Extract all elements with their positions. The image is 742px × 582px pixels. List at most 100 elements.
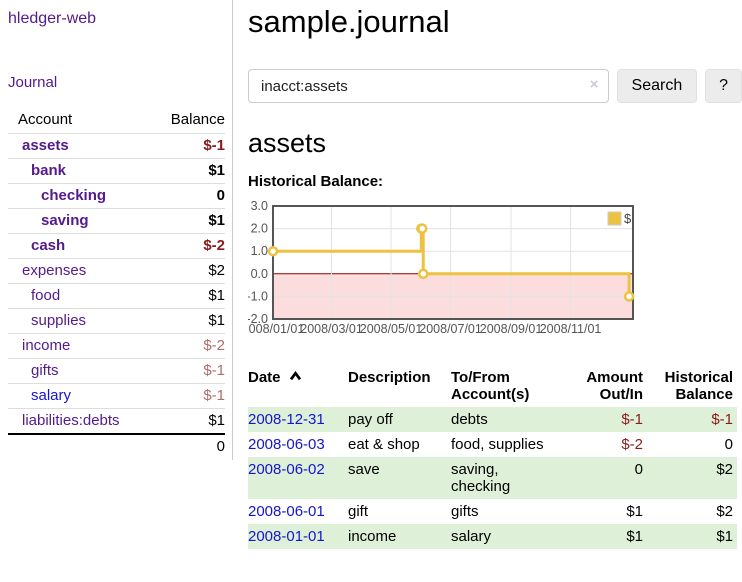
transaction-date-link[interactable]: 2008-06-02 xyxy=(248,461,325,478)
transaction-amount: $-1 xyxy=(621,411,643,428)
y-axis-tick-label: 3.0 xyxy=(251,199,268,213)
register-table: Date Description To/From Account(s) Amount O… xyxy=(248,365,737,549)
transaction-accounts: food, supplies xyxy=(451,436,544,453)
transaction-row: 2008-06-01 gift gifts $1 $2 xyxy=(248,499,737,524)
transaction-amount: $1 xyxy=(626,528,643,545)
accounts-header-account: Account xyxy=(18,111,73,128)
account-link[interactable]: gifts xyxy=(31,362,59,379)
accounts-total-row: 0 xyxy=(8,433,225,459)
x-axis-tick-label: 2008/05/01 xyxy=(360,322,423,336)
transaction-balance: $2 xyxy=(716,461,733,478)
y-axis-tick-label: 1.0 xyxy=(251,244,268,258)
account-link[interactable]: bank xyxy=(31,162,67,179)
account-balance: $1 xyxy=(154,158,225,184)
account-balance: $1 xyxy=(154,408,225,434)
accounts-header-balance: Balance xyxy=(170,111,225,128)
sort-ascending-icon xyxy=(289,370,301,381)
account-link[interactable]: income xyxy=(22,337,71,354)
transaction-accounts: salary xyxy=(451,528,492,545)
legend-swatch xyxy=(607,211,622,226)
transaction-date-link[interactable]: 2008-06-03 xyxy=(248,436,325,453)
nav-journal-link[interactable]: Journal xyxy=(8,74,58,91)
account-row: checking 0 xyxy=(8,183,225,209)
register-header-row: Date Description To/From Account(s) Amount O… xyxy=(248,365,737,407)
transaction-balance: 0 xyxy=(724,436,733,453)
account-link[interactable]: expenses xyxy=(22,262,87,279)
account-row: food $1 xyxy=(8,283,225,309)
y-axis-tick-label: -1.0 xyxy=(248,289,268,303)
transaction-date-link[interactable]: 2008-12-31 xyxy=(248,411,325,428)
transaction-amount: $1 xyxy=(626,503,643,520)
transaction-row: 2008-06-03 eat & shop food, supplies $-2 0 xyxy=(248,432,737,457)
account-row: expenses $2 xyxy=(8,258,225,284)
account-row: saving $1 xyxy=(8,208,225,234)
main-panel: sample.journal × Search ? assets Histori… xyxy=(233,0,742,549)
account-balance: $-2 xyxy=(154,233,225,259)
account-balance: $-1 xyxy=(154,383,225,409)
transaction-row: 2008-01-01 income salary $1 $1 xyxy=(248,524,737,549)
register-header-tofrom: To/From Account(s) xyxy=(451,369,530,403)
account-balance: $-2 xyxy=(154,333,225,359)
chart-label: Historical Balance: xyxy=(248,173,384,190)
transaction-amount: 0 xyxy=(634,461,643,478)
transaction-date-link[interactable]: 2008-06-01 xyxy=(248,503,325,520)
account-row: assets $-1 xyxy=(8,133,225,159)
search-input[interactable] xyxy=(248,69,609,103)
account-row: salary $-1 xyxy=(8,383,225,409)
account-link[interactable]: saving xyxy=(41,212,89,229)
account-link[interactable]: liabilities:debts xyxy=(22,412,120,429)
transaction-accounts: saving, checking xyxy=(451,461,511,495)
data-point-marker xyxy=(417,268,429,280)
account-row: bank $1 xyxy=(8,158,225,184)
register-header-description: Description xyxy=(348,369,431,386)
help-button[interactable]: ? xyxy=(705,69,742,103)
clear-search-icon[interactable]: × xyxy=(589,76,599,93)
transaction-accounts: gifts xyxy=(451,503,479,520)
data-point-marker xyxy=(623,291,635,302)
transaction-description: income xyxy=(348,528,397,545)
x-axis-tick-label: 2008/03/01 xyxy=(300,322,363,336)
account-link[interactable]: salary xyxy=(31,387,72,404)
account-row: income $-2 xyxy=(8,333,225,359)
account-row: supplies $1 xyxy=(8,308,225,334)
account-row: liabilities:debts $1 xyxy=(8,408,225,434)
account-balance: $2 xyxy=(154,258,225,284)
account-balance: $1 xyxy=(154,283,225,309)
transaction-description: gift xyxy=(348,503,369,520)
account-heading: assets xyxy=(248,128,327,158)
search-bar: × Search ? xyxy=(248,69,742,103)
sidebar: hledger-web Journal Account Balance asse… xyxy=(0,0,233,460)
account-balance: $1 xyxy=(154,308,225,334)
register-header-historical: Historical Balance xyxy=(664,369,733,403)
app-title-link[interactable]: hledger-web xyxy=(8,10,97,27)
account-row: cash $-2 xyxy=(8,233,225,259)
historical-balance-chart: 2008/01/012008/03/012008/05/012008/07/01… xyxy=(242,199,668,341)
transaction-balance: $-1 xyxy=(711,411,733,428)
transaction-accounts: debts xyxy=(451,411,488,428)
search-button[interactable]: Search xyxy=(616,69,698,103)
data-point-marker xyxy=(417,223,428,234)
legend-label: $ xyxy=(624,211,632,226)
account-link[interactable]: food xyxy=(31,287,61,304)
accounts-total-value: 0 xyxy=(154,433,225,459)
register-header-amount: Amount Out/In xyxy=(586,369,643,403)
account-balance: 0 xyxy=(154,183,225,209)
y-axis-tick-label: -2.0 xyxy=(248,312,268,326)
account-link[interactable]: checking xyxy=(41,187,107,204)
x-axis-tick-label: 2008/07/01 xyxy=(419,322,482,336)
y-axis-tick-label: 2.0 xyxy=(251,222,268,236)
register-header-date[interactable]: Date xyxy=(248,365,348,407)
transaction-amount: $-2 xyxy=(621,436,643,453)
account-link[interactable]: supplies xyxy=(31,312,87,329)
account-link[interactable]: assets xyxy=(22,137,69,154)
x-axis-tick-label: 2008/11/01 xyxy=(540,322,602,336)
account-link[interactable]: cash xyxy=(31,237,66,254)
transaction-balance: $2 xyxy=(716,503,733,520)
transaction-balance: $1 xyxy=(716,528,733,545)
accounts-header-row: Account Balance xyxy=(8,107,225,134)
transaction-date-link[interactable]: 2008-01-01 xyxy=(248,528,325,545)
accounts-table: Account Balance assets $-1 bank $1 checking 0… xyxy=(8,107,225,459)
transaction-description: pay off xyxy=(348,411,393,428)
account-balance: $1 xyxy=(154,208,225,234)
y-axis-tick-label: 0.0 xyxy=(251,267,268,281)
